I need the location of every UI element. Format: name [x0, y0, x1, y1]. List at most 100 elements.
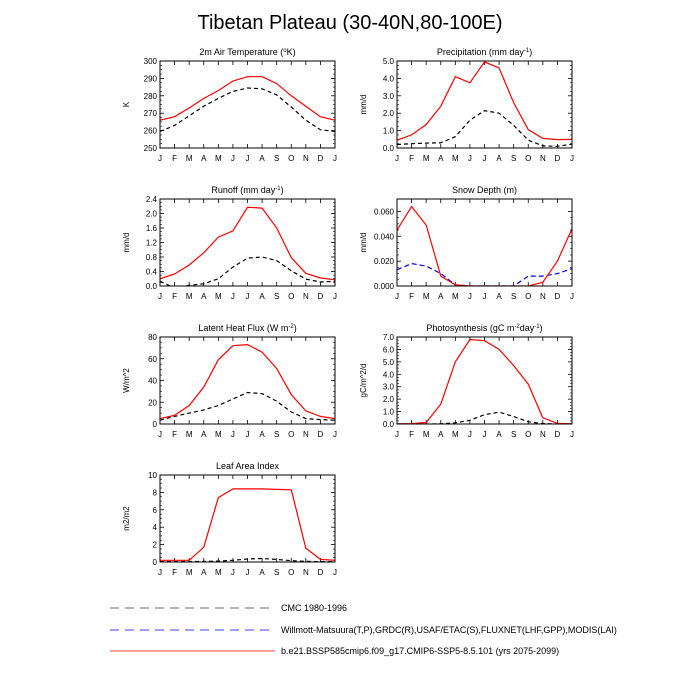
- series-line-model: [397, 205, 572, 286]
- x-tick-label: J: [246, 430, 250, 439]
- x-tick-label: A: [201, 430, 207, 439]
- legend: CMC 1980-1996 Willmott-Matsuura(T,P),GRDC…: [110, 603, 617, 656]
- plot-frame: [396, 198, 573, 287]
- plot-frame: [159, 60, 336, 149]
- series-line-model: [397, 61, 572, 141]
- x-tick-label: M: [215, 154, 222, 163]
- series-line-cmc: [160, 87, 335, 133]
- x-tick-label: D: [318, 430, 324, 439]
- series-line-model: [160, 206, 335, 281]
- x-tick-label: F: [409, 154, 414, 163]
- x-tick-label: A: [201, 568, 207, 577]
- y-axis-label: m2/m2: [122, 506, 131, 531]
- y-tick-label: 7.0: [383, 333, 395, 342]
- x-tick-label: F: [172, 154, 177, 163]
- x-tick-label: J: [246, 292, 250, 301]
- y-tick-label: 270: [144, 109, 158, 118]
- x-tick-label: J: [231, 568, 235, 577]
- y-tick-label: 80: [148, 333, 157, 342]
- y-axis-label: W/m^2: [122, 368, 131, 393]
- y-axis-label: gC/m^2/d: [359, 364, 368, 398]
- y-tick-label: 6.0: [383, 345, 395, 354]
- y-tick-label: 60: [148, 355, 157, 364]
- title-text: Photosynthesis (gC m: [426, 323, 514, 333]
- x-tick-label: J: [333, 292, 337, 301]
- chart-panel: Precipitation (mm day-1) 0.0 1.0 2.0 3.0 4.0 5…: [359, 47, 574, 163]
- legend-label-obs: Willmott-Matsuura(T,P),GRDC(R),USAF/ETAC…: [281, 625, 617, 635]
- x-tick-label: S: [511, 430, 516, 439]
- chart-panel: Photosynthesis (gC m-2day-1) 0.0 1.0 2.0 3.0…: [359, 323, 574, 439]
- title-text: Snow Depth (m): [452, 185, 517, 195]
- title-text: day: [520, 323, 535, 333]
- x-tick-label: J: [333, 154, 337, 163]
- y-tick-label: 2.4: [146, 195, 158, 204]
- title-superscript: -2: [514, 324, 520, 330]
- x-tick-label: J: [570, 430, 574, 439]
- x-tick-label: N: [303, 568, 309, 577]
- x-tick-label: M: [215, 430, 222, 439]
- series-line-cmc: [160, 256, 335, 286]
- panel-title: Precipitation (mm day-1): [437, 47, 532, 57]
- x-tick-label: N: [303, 154, 309, 163]
- title-text: 2m Air Temperature (: [199, 47, 283, 57]
- x-tick-label: A: [496, 430, 502, 439]
- title-text: Latent Heat Flux (W m: [198, 323, 288, 333]
- x-tick-label: M: [452, 154, 459, 163]
- title-text: ): [294, 323, 297, 333]
- x-tick-label: N: [540, 292, 546, 301]
- x-tick-label: A: [201, 292, 207, 301]
- x-tick-label: D: [318, 568, 324, 577]
- chart-panel: Runoff (mm day-1) 0.0 0.4 0.8 1.2 1.6 2.0 2.4 J F…: [122, 185, 337, 301]
- x-tick-label: J: [158, 292, 162, 301]
- legend-label-cmc: CMC 1980-1996: [281, 603, 347, 613]
- series-line-model: [160, 343, 335, 420]
- chart-panel: 2m Air Temperature (oK) 250 260 270 280 290 30…: [122, 47, 337, 163]
- x-tick-label: M: [452, 292, 459, 301]
- series-line-obs: [397, 262, 572, 286]
- title-superscript: -1: [534, 324, 540, 330]
- x-tick-label: A: [438, 154, 444, 163]
- y-tick-label: 260: [144, 127, 158, 136]
- legend-label-model: b.e21.BSSP585cmip6.f09_g17.CMIP6-SSP5-8.…: [281, 646, 559, 656]
- x-tick-label: M: [186, 292, 193, 301]
- x-tick-label: M: [215, 292, 222, 301]
- x-tick-label: O: [288, 292, 294, 301]
- y-tick-label: 300: [144, 57, 158, 66]
- x-tick-label: M: [186, 568, 193, 577]
- series-line-cmc: [397, 109, 572, 147]
- x-tick-label: J: [231, 430, 235, 439]
- x-tick-label: O: [288, 154, 294, 163]
- x-tick-label: N: [540, 154, 546, 163]
- x-tick-label: F: [409, 292, 414, 301]
- y-tick-label: 3.0: [383, 383, 395, 392]
- y-tick-label: 0.0: [383, 144, 395, 153]
- panel-title: Snow Depth (m): [452, 185, 517, 195]
- plot-frame: [159, 336, 336, 425]
- x-tick-label: J: [246, 568, 250, 577]
- panel-title: Photosynthesis (gC m-2day-1): [426, 323, 542, 333]
- x-tick-label: J: [570, 154, 574, 163]
- x-tick-label: J: [231, 292, 235, 301]
- x-tick-label: J: [333, 430, 337, 439]
- x-tick-label: A: [259, 292, 265, 301]
- x-tick-label: J: [468, 154, 472, 163]
- series-line-model: [397, 338, 572, 424]
- y-tick-label: 1.0: [383, 127, 395, 136]
- y-tick-label: 40: [148, 377, 157, 386]
- x-tick-label: J: [158, 430, 162, 439]
- y-tick-label: 4.0: [383, 370, 395, 379]
- x-tick-label: J: [468, 292, 472, 301]
- y-tick-label: 280: [144, 92, 158, 101]
- x-tick-label: O: [525, 430, 531, 439]
- y-tick-label: 0.060: [374, 207, 395, 216]
- x-tick-label: A: [438, 430, 444, 439]
- panel-title: Latent Heat Flux (W m-2): [198, 323, 296, 333]
- plot-frame: [396, 336, 573, 425]
- x-tick-label: J: [158, 154, 162, 163]
- x-tick-label: M: [452, 430, 459, 439]
- x-tick-label: S: [274, 292, 279, 301]
